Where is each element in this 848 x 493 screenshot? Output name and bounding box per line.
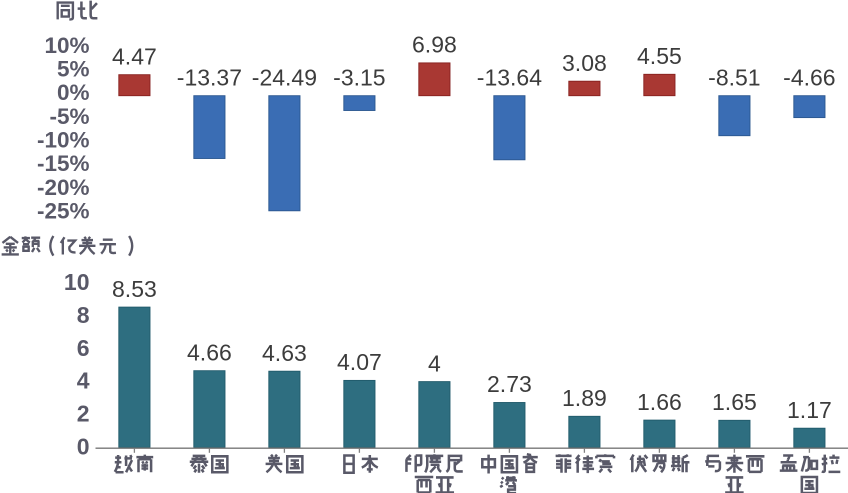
svg-text:-13.64: -13.64 [477, 64, 542, 90]
svg-text:-25%: -25% [37, 199, 90, 224]
svg-text:4.66: 4.66 [187, 339, 232, 365]
svg-text:4.47: 4.47 [112, 43, 157, 69]
svg-text:-5%: -5% [49, 104, 89, 129]
svg-text:4: 4 [428, 350, 441, 376]
svg-text:1.89: 1.89 [562, 385, 607, 411]
svg-text:4.63: 4.63 [262, 340, 307, 366]
svg-text:0%: 0% [57, 80, 90, 105]
svg-text:6: 6 [77, 335, 90, 361]
svg-text:6.98: 6.98 [412, 32, 457, 58]
svg-text:-10%: -10% [37, 128, 90, 153]
svg-text:3.08: 3.08 [562, 50, 607, 76]
svg-text:1.66: 1.66 [637, 389, 682, 415]
svg-text:-8.51: -8.51 [708, 64, 760, 90]
svg-text:8: 8 [77, 302, 90, 328]
svg-text:1.17: 1.17 [787, 397, 832, 423]
svg-text:-20%: -20% [37, 175, 90, 200]
svg-text:0: 0 [77, 434, 90, 460]
svg-text:-13.37: -13.37 [177, 64, 242, 90]
svg-text:-24.49: -24.49 [252, 64, 317, 90]
svg-text:5%: 5% [57, 57, 90, 82]
svg-text:4: 4 [77, 368, 90, 394]
svg-text:10%: 10% [44, 33, 89, 58]
svg-text:10: 10 [64, 269, 90, 295]
svg-text:2: 2 [77, 401, 90, 427]
svg-text:-4.66: -4.66 [783, 64, 835, 90]
svg-text:4.55: 4.55 [637, 43, 682, 69]
svg-text:2.73: 2.73 [487, 371, 532, 397]
svg-text:1.65: 1.65 [712, 389, 757, 415]
svg-text:8.53: 8.53 [112, 276, 157, 302]
svg-text:4.07: 4.07 [337, 349, 382, 375]
svg-text:-15%: -15% [37, 151, 90, 176]
svg-text:-3.15: -3.15 [333, 64, 385, 90]
